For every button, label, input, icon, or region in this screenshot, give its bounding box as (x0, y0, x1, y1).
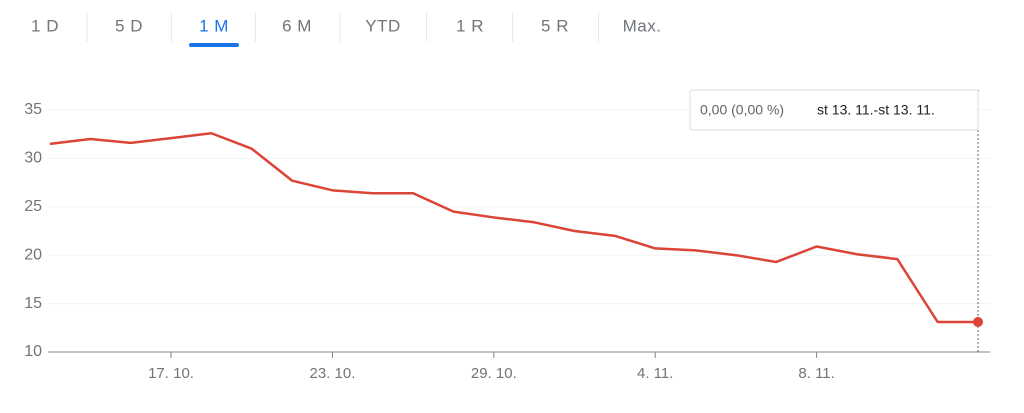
tooltip: 0,00 (0,00 %) st 13. 11.-st 13. 11. (689, 89, 979, 131)
y-tick-label: 20 (24, 246, 42, 263)
x-tick-label: 4. 11. (637, 365, 673, 382)
range-tab[interactable]: 5 D (115, 16, 143, 35)
y-tick-label: 30 (24, 150, 42, 167)
x-tick-label: 17. 10. (148, 365, 194, 382)
grid: 10 15 20 25 30 35 17. 10. 23. 10. 29. 10. 4. 11. 8… (24, 90, 990, 382)
tooltip-box (689, 89, 979, 131)
x-tick-label: 8. 11. (798, 365, 834, 382)
tooltip-change: 0,00 (0,00 %) (700, 102, 784, 118)
range-tab[interactable]: 5 R (541, 16, 569, 35)
y-tick-label: 35 (24, 101, 42, 118)
y-tick-label: 15 (24, 295, 42, 312)
x-tick-label: 23. 10. (309, 365, 355, 382)
range-tab[interactable]: 1 M (199, 16, 229, 35)
range-tab[interactable]: 1 R (456, 16, 484, 35)
range-tabs: 1 D 5 D 1 M 6 M YTD 1 R 5 R Max. (31, 12, 661, 47)
selected-underline (189, 43, 239, 47)
y-tick-label: 10 (24, 343, 42, 360)
range-tab[interactable]: Max. (623, 16, 662, 35)
x-tick-label: 29. 10. (471, 365, 517, 382)
price-line (49, 131, 978, 324)
y-tick-label: 25 (24, 198, 42, 215)
range-tab[interactable]: 6 M (282, 16, 312, 35)
current-point (973, 316, 983, 327)
range-tab[interactable]: YTD (365, 16, 401, 35)
plot (49, 131, 983, 327)
tooltip-range: st 13. 11.-st 13. 11. (817, 102, 935, 118)
range-tab[interactable]: 1 D (31, 16, 59, 35)
